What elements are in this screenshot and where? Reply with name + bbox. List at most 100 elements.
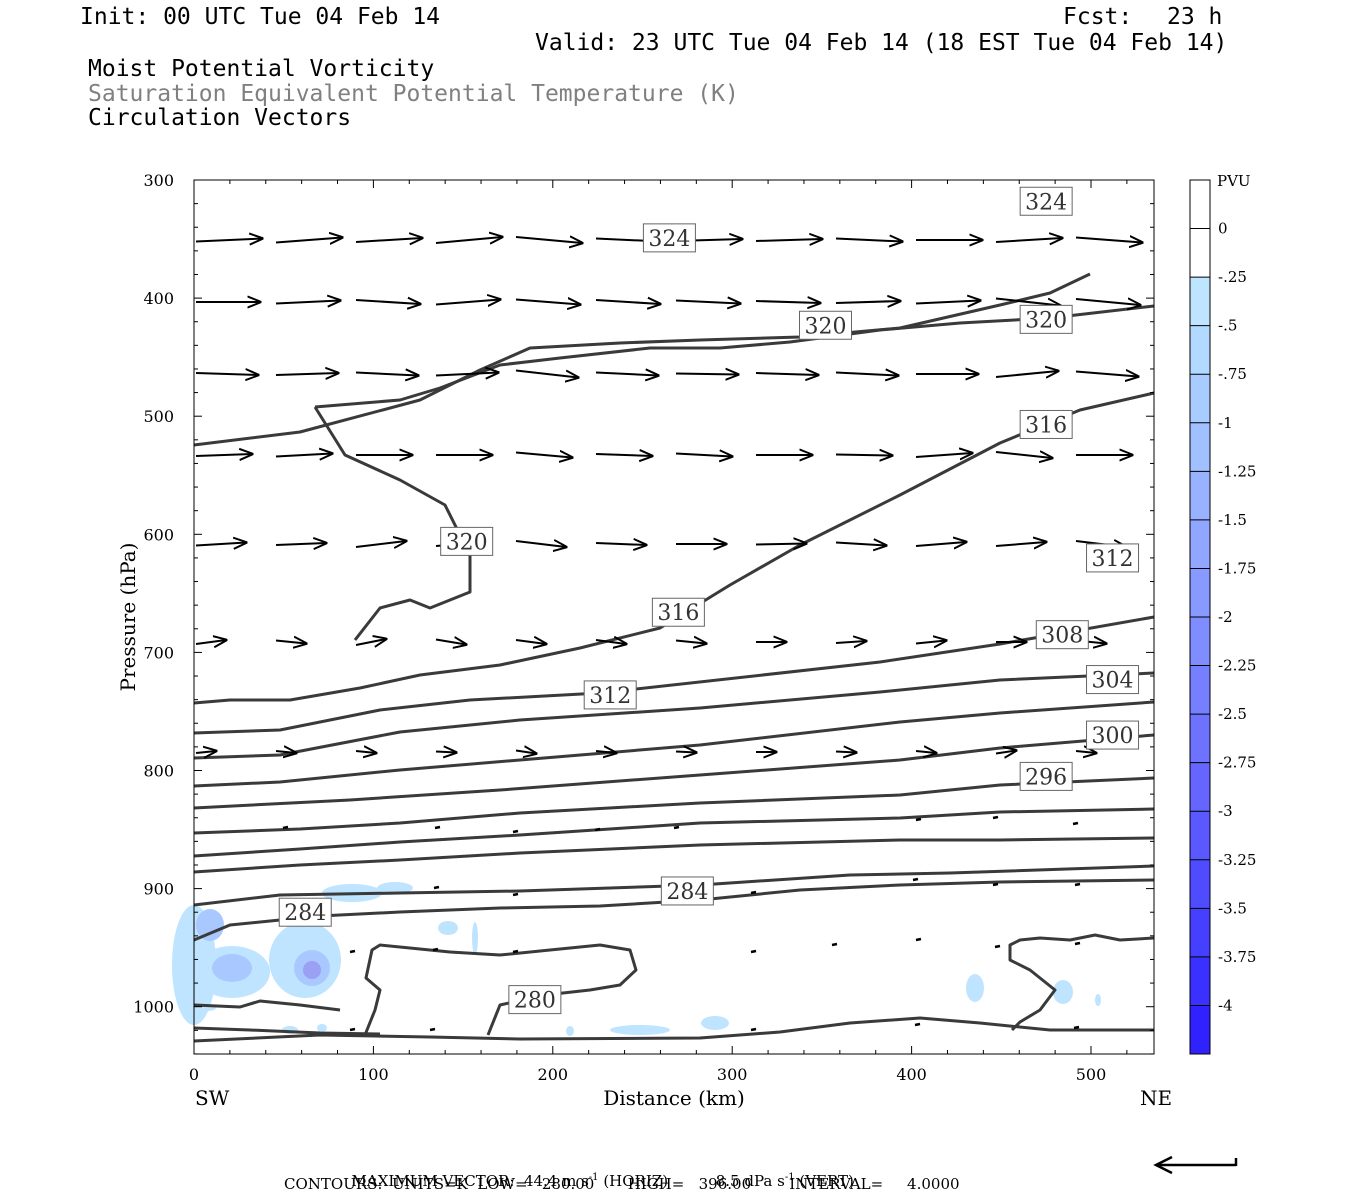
circulation-vector: [515, 453, 572, 458]
colorbar-label: -.5: [1218, 317, 1237, 335]
circulation-vector: [1075, 751, 1096, 753]
plot-frame: [193, 179, 1155, 1055]
reference-vector-icon: [1153, 1155, 1238, 1175]
circulation-vector-small: [512, 829, 519, 834]
x-tick-label: 200: [538, 1065, 569, 1084]
circulation-vector: [595, 454, 652, 456]
circulation-vector: [835, 301, 900, 303]
theta-contour-line: [1008, 933, 1155, 1032]
contour-label-box: [1019, 409, 1073, 439]
max-vector-horiz: 44.4 m s: [523, 1172, 589, 1190]
circulation-vector: [595, 373, 658, 376]
circulation-vector: [675, 301, 740, 304]
circulation-vector-small: [915, 937, 922, 942]
circulation-vector: [275, 543, 326, 545]
colorbar-label: -3: [1218, 802, 1233, 820]
colorbar-label: -2: [1218, 608, 1233, 626]
colorbar-label: -3.75: [1218, 948, 1256, 966]
circulation-vector: [835, 239, 902, 242]
contour-label: 284: [284, 901, 326, 926]
circulation-vector: [515, 300, 580, 305]
circulation-vector-small: [282, 825, 289, 830]
sw-label: SW: [195, 1086, 230, 1110]
theta-contour-line: [363, 943, 638, 1036]
max-vector-label: MAXIMUM VECTOR:: [351, 1172, 515, 1190]
colorbar-swatch: [1190, 714, 1210, 764]
contour-label-box: [1035, 620, 1089, 650]
contour-label: 324: [648, 227, 690, 252]
field-title-vectors: Circulation Vectors: [88, 105, 352, 131]
contour-label-box: [798, 310, 852, 340]
contour-label: 308: [1041, 624, 1083, 649]
circulation-vector: [1075, 372, 1138, 377]
axis-ticks: 0 100 200 300 400 500 300 400 500 600 700 800 900 100…: [133, 171, 1154, 1084]
circulation-vector: [995, 297, 1060, 306]
contour-info: CONTOURS: UNITS=K LOW= 280.00 HIGH= 396.…: [284, 1175, 960, 1193]
circulation-vector: [515, 640, 546, 644]
contour-label: 284: [666, 880, 708, 905]
contour-label: 320: [446, 530, 488, 555]
colorbar-swatch: [1190, 228, 1210, 278]
circulation-vector-small: [994, 944, 1001, 949]
circulation-vector: [195, 751, 216, 753]
circulation-vector: [675, 752, 696, 753]
theta-contours: [193, 272, 1155, 1043]
colorbar-label: 0: [1218, 220, 1228, 238]
colorbar-unit: PVU: [1217, 172, 1251, 190]
circulation-vector: [195, 373, 258, 375]
circulation-vector: [755, 544, 806, 545]
circulation-vector-small: [512, 892, 519, 897]
circulation-vector: [595, 751, 616, 753]
colorbar-swatch: [1190, 325, 1210, 375]
colorbar-swatch: [1190, 277, 1210, 327]
circulation-vector: [355, 751, 376, 753]
theta-contour-line: [193, 807, 1155, 858]
contour-label-box: [1086, 665, 1140, 695]
forecast-label: Fcst:: [1063, 4, 1133, 30]
colorbar-label: -1.25: [1218, 462, 1256, 480]
theta-contour-line: [193, 999, 341, 1012]
circulation-vector: [835, 455, 892, 456]
contour-label-box: [508, 985, 562, 1015]
pv-negative-area: [610, 1025, 670, 1035]
circulation-vector: [435, 237, 502, 243]
theta-contour-line: [313, 406, 472, 641]
pv-colorbar: 0 -.25 -.5 -.75 -1 -1.25 -1.5 -1.75 -2 -2.25 -2.5 -…: [1189, 179, 1256, 1055]
theta-contour-line: [193, 776, 1155, 835]
circulation-vector-small: [992, 815, 999, 820]
x-tick-label: 0: [189, 1065, 199, 1084]
theta-contour-line: [193, 733, 1155, 810]
colorbar-label: -2.75: [1218, 754, 1256, 772]
circulation-vector: [515, 237, 582, 243]
y-tick-label: 500: [143, 407, 174, 426]
circulation-vector-small: [512, 949, 519, 954]
circulation-vector-small: [992, 882, 999, 887]
contour-label: 320: [804, 314, 846, 339]
pv-negative-area: [196, 909, 224, 941]
y-tick-label: 600: [143, 525, 174, 544]
circulation-vector: [435, 373, 498, 376]
pv-negative-area: [438, 921, 458, 935]
theta-contour-line: [193, 878, 1155, 942]
pv-negative-area: [317, 1024, 327, 1032]
y-tick-label: 900: [143, 880, 174, 899]
colorbar-swatch: [1190, 762, 1210, 812]
contour-label-box: [642, 223, 696, 253]
x-axis-title: Distance (km): [603, 1086, 745, 1110]
contour-label-box: [440, 526, 494, 556]
circulation-vector: [355, 541, 406, 547]
circulation-vector: [675, 454, 732, 457]
contour-label: 300: [1092, 724, 1134, 749]
theta-contour-line: [193, 836, 1155, 874]
theta-contour-line: [193, 1026, 381, 1036]
contour-label-box: [1019, 761, 1073, 791]
circulation-vector-small: [1072, 821, 1079, 826]
circulation-vector: [355, 639, 386, 645]
circulation-vector-small: [915, 817, 922, 822]
circulation-vector: [1075, 299, 1140, 305]
y-tick-label: 300: [143, 171, 174, 190]
circulation-vector: [195, 543, 246, 546]
contour-label-box: [651, 597, 705, 627]
circulation-vector-small: [914, 1022, 921, 1027]
contour-label: 296: [1025, 765, 1067, 790]
